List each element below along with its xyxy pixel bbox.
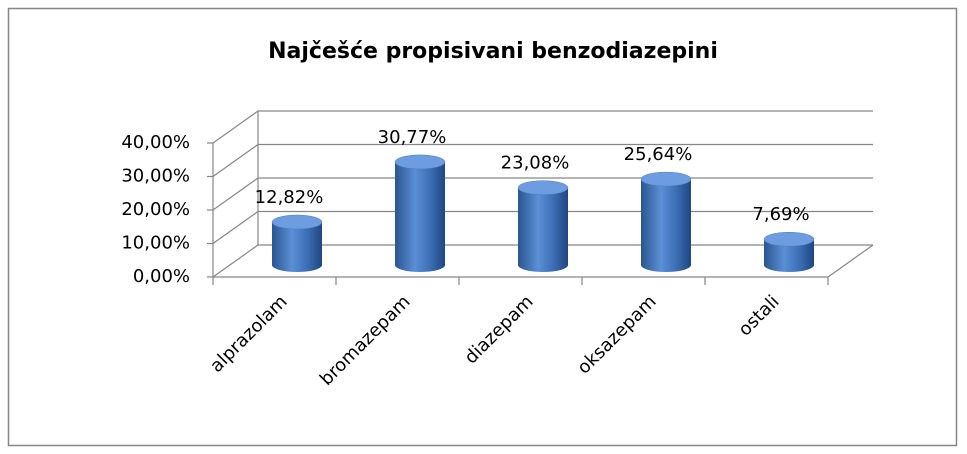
bar: [395, 161, 445, 272]
cylinder: [640, 171, 692, 272]
cylinder-top: [517, 180, 569, 195]
cylinder: [517, 180, 569, 272]
value-label: 23,08%: [501, 153, 570, 174]
cylinder-top: [271, 214, 323, 230]
cylinder-top: [640, 171, 692, 187]
cylinder-top: [763, 231, 815, 247]
grid-line: [212, 110, 873, 144]
value-label: 7,69%: [752, 204, 809, 225]
bar: [641, 179, 691, 272]
bar: [764, 239, 814, 272]
value-label: 12,82%: [255, 187, 324, 208]
y-tick-label: 20,00%: [121, 199, 190, 220]
cylinder: [763, 231, 815, 272]
floor-right: [827, 244, 874, 278]
bar: [518, 187, 568, 272]
value-label: 25,64%: [624, 144, 693, 165]
grid-line: [212, 143, 873, 177]
chart-title: Najčešće propisivani benzodiazepini: [268, 39, 718, 64]
y-tick-label: 0,00%: [133, 266, 190, 287]
cylinder: [394, 154, 446, 272]
cylinder-top: [394, 154, 446, 170]
y-tick-label: 40,00%: [121, 132, 190, 153]
bar: [272, 222, 322, 272]
y-tick-label: 10,00%: [121, 233, 190, 254]
value-label: 30,77%: [378, 127, 447, 148]
cylinder: [271, 214, 323, 272]
chart-border: [7, 7, 958, 447]
y-tick-label: 30,00%: [121, 166, 190, 187]
